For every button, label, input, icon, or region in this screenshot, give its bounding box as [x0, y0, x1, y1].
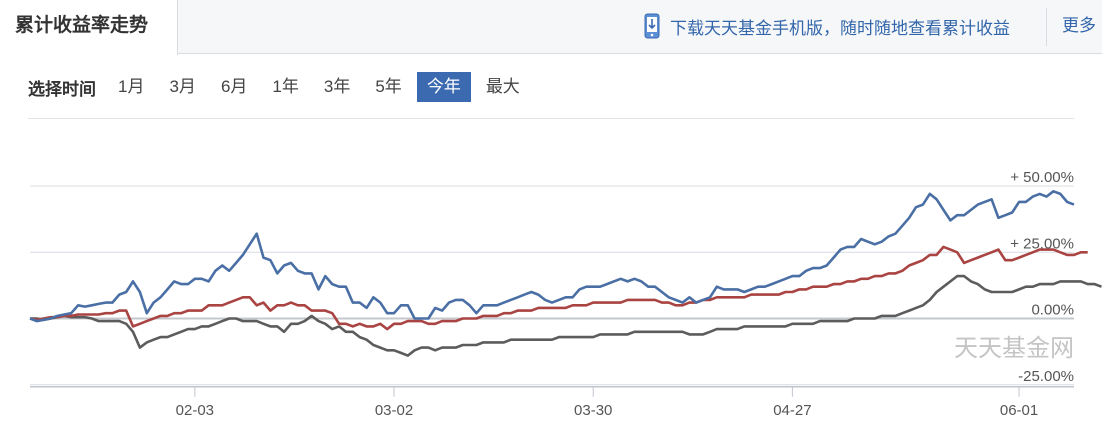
- time-range-selector: 选择时间 1月 3月 6月 1年 3年 5年 今年 最大: [28, 72, 535, 102]
- axis-layer: + 50.00% + 25.00% 0.00% -25.00% 02-03 03-02 03…: [30, 169, 1074, 419]
- download-app-text: 下载天天基金手机版，随时随地查看累计收益: [670, 18, 1010, 38]
- time-range-label: 选择时间: [28, 79, 96, 99]
- range-1-month[interactable]: 1月: [118, 77, 145, 96]
- range-max[interactable]: 最大: [485, 77, 520, 96]
- x-tick-label: 03-02: [375, 402, 413, 419]
- x-tick-label: 04-27: [773, 402, 811, 419]
- series-line-3: [30, 274, 1102, 357]
- x-tick-label: 06-01: [1000, 402, 1038, 419]
- grid-layer: [30, 185, 1074, 386]
- y-tick-label: + 50.00%: [1010, 169, 1074, 186]
- range-3-year[interactable]: 3年: [323, 77, 351, 96]
- header-divider: [1046, 8, 1047, 46]
- range-3-month[interactable]: 3月: [169, 77, 196, 96]
- series-line-2: [29, 245, 1088, 331]
- y-tick-label: + 25.00%: [1010, 235, 1074, 252]
- series-layer: [29, 190, 1102, 357]
- y-tick-label: -25.00%: [1018, 368, 1074, 385]
- watermark-text: 天天基金网: [954, 334, 1074, 362]
- series-line-1: [29, 190, 1075, 323]
- more-link[interactable]: 更多: [1062, 16, 1096, 35]
- x-tick-label: 02-03: [176, 402, 214, 419]
- range-1-year[interactable]: 1年: [272, 77, 299, 96]
- mobile-phone-icon: [644, 13, 660, 39]
- x-tick-label: 03-30: [574, 402, 612, 419]
- range-5-year[interactable]: 5年: [375, 77, 402, 96]
- header-bar: 累计收益率走势 下载天天基金手机版，随时随地查看累计收益 更多: [0, 0, 1102, 55]
- range-6-month[interactable]: 6月: [220, 77, 248, 96]
- chart-top-rule: [28, 118, 1074, 119]
- tab-cumulative-return[interactable]: 累计收益率走势: [0, 0, 178, 55]
- range-this-year[interactable]: 今年: [416, 72, 471, 102]
- y-tick-label: 0.00%: [1031, 302, 1074, 319]
- download-app-link[interactable]: 下载天天基金手机版，随时随地查看累计收益: [644, 10, 1010, 42]
